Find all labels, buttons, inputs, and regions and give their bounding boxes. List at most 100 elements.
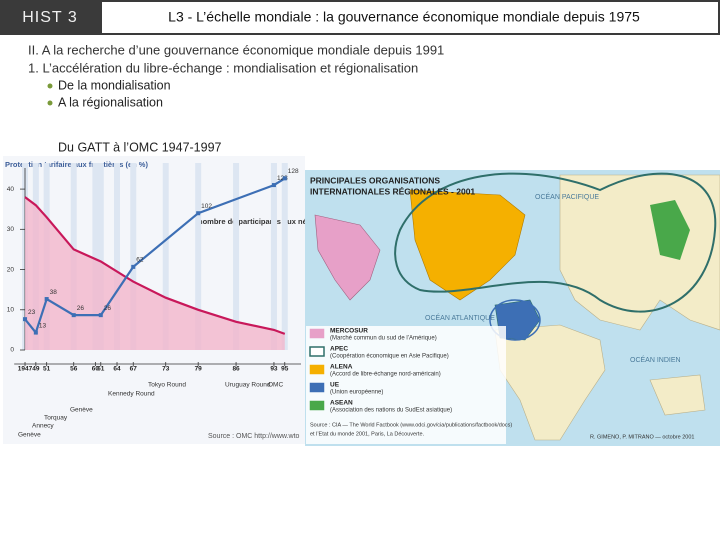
map-title: INTERNATIONALES RÉGIONALES - 2001 (310, 186, 475, 196)
land-south-america (314, 214, 381, 301)
x-tick-label: 73 (162, 366, 170, 373)
ocean-label: OCÉAN PACIFIQUE (535, 192, 599, 201)
legend-swatch (309, 400, 325, 411)
chart-title: Protection tarifaire aux frontières (en … (5, 160, 148, 169)
legend-swatch (309, 382, 325, 393)
legend-swatch (309, 328, 325, 339)
y-tick-label: 10 (7, 306, 15, 313)
marker (131, 264, 136, 269)
chart: Protection tarifaire aux frontières (en … (3, 156, 344, 444)
round-label: Torquay (44, 415, 68, 422)
marker (98, 313, 103, 318)
legend-description: (Accord de libre-échange nord-américain) (330, 372, 441, 378)
land-africa (494, 324, 606, 441)
bullet: A la régionalisation (58, 95, 163, 109)
marker (33, 330, 38, 335)
x-tick-label: 93 (270, 366, 278, 373)
legend-name: ALENA (330, 364, 353, 371)
figure-caption: Du GATT à l’OMC 1947-1997 (58, 140, 222, 154)
ocean-label: OCÉAN ATLANTIQUE (425, 313, 495, 322)
y-tick-label: 30 (7, 226, 15, 233)
x-band (281, 163, 288, 350)
data-label: 128 (288, 168, 299, 175)
data-label: 38 (50, 289, 58, 296)
ocean-label: OCÉAN INDIEN (630, 355, 681, 364)
x-tick-label: 61 (97, 366, 105, 373)
marker (282, 176, 287, 181)
x-tick-label: 95 (281, 366, 289, 373)
legend-name: UE (330, 382, 340, 389)
round-label: Kennedy Round (108, 391, 155, 398)
map-source: et l’Etat du monde 2001, Paris, La Décou… (310, 431, 425, 437)
land-asean (650, 200, 690, 260)
eu-outline (489, 299, 541, 341)
round-label: Tokyo Round (148, 382, 186, 389)
apec-outline (394, 172, 717, 313)
x-band (233, 163, 240, 350)
legend-description: (Association des nations du SudEst asiat… (330, 408, 452, 414)
data-label: 62 (136, 257, 144, 264)
y-tick-label: 20 (7, 266, 15, 273)
x-tick-label: 67 (130, 366, 138, 373)
x-tick-label: 86 (232, 366, 240, 373)
y-tick-label: 0 (10, 347, 14, 354)
x-tick-label: 64 (113, 366, 121, 373)
round-label: Genève (18, 432, 41, 439)
title-box (100, 0, 720, 35)
legend-name: MERCOSUR (330, 328, 368, 335)
marker (44, 297, 49, 302)
y-tick-label: 40 (7, 186, 15, 193)
bullet: De la mondialisation (58, 78, 171, 92)
line (24, 196, 286, 335)
round-label: OMC (268, 382, 283, 389)
x-tick-label: 1947 (18, 366, 33, 373)
x-band (162, 163, 169, 350)
x-tick-label: 51 (43, 366, 51, 373)
marker (271, 183, 276, 188)
data-label: 102 (201, 203, 212, 210)
round-label: Annecy (32, 423, 54, 430)
x-tick-label: 79 (195, 366, 203, 373)
x-tick-label: 60 (92, 366, 100, 373)
round-label: Genève (70, 407, 93, 414)
legend-box (306, 326, 506, 444)
badge: HIST 3 (22, 9, 78, 26)
x-band (114, 163, 121, 350)
legend-name: APEC (330, 346, 348, 353)
legend-description: (Marché commun du sud de l’Amérique) (330, 336, 437, 342)
data-label: 26 (77, 305, 85, 312)
legend-description: (Coopération économique en Asie Pacifiqu… (330, 354, 449, 360)
legend-swatch (309, 364, 325, 375)
x-band (195, 163, 202, 350)
marker (71, 313, 76, 318)
x-band (97, 163, 104, 350)
bullet-dot (47, 100, 53, 106)
map-credits: R. GIMENO, P. MITRANO — octobre 2001 (590, 434, 694, 440)
legend-description: (Union européenne) (330, 390, 383, 396)
legend-name: ASEAN (330, 400, 353, 407)
x-tick-label: 56 (70, 366, 78, 373)
map-title: PRINCIPALES ORGANISATIONS (310, 175, 440, 185)
slide-title: L3 - L’échelle mondiale : la gouvernance… (168, 9, 640, 25)
marker (196, 211, 201, 216)
data-label: 13 (39, 322, 47, 329)
data-label: 23 (28, 309, 36, 316)
round-label: Uruguay Round (225, 382, 271, 389)
area (25, 197, 285, 350)
x-band (92, 163, 99, 350)
x-tick-label: 49 (32, 366, 40, 373)
bullet-dot (47, 83, 53, 89)
legend-swatch (309, 346, 325, 357)
section: II. A la recherche d’une gouvernance éco… (28, 42, 444, 57)
land-north-america (409, 189, 526, 301)
chart-source: Source : OMC http://www.wto (208, 433, 300, 440)
x-band (270, 163, 277, 350)
land-australia (649, 374, 706, 416)
x-band (130, 163, 137, 350)
map: PRINCIPALES ORGANISATIONS INTERNATIONALE… (305, 170, 720, 446)
subsection: 1. L’accélération du libre-échange : mon… (28, 60, 418, 75)
data-label: 26 (104, 305, 112, 312)
data-label: 123 (277, 175, 288, 182)
